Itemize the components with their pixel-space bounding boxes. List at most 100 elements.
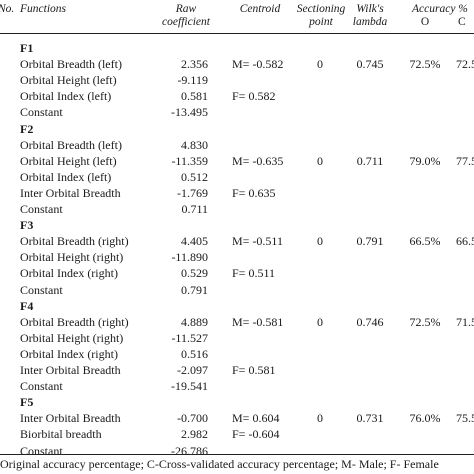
wilks-lambda-cell: 0.746 — [356, 314, 384, 329]
function-name-cell: Inter Orbital Breadth — [20, 411, 121, 426]
function-name-cell: Orbital Height (left) — [20, 73, 117, 88]
function-group-row: F1 — [0, 40, 474, 57]
raw-coefficient-cell: 4.830 — [181, 137, 208, 152]
function-name-cell: Constant — [20, 202, 63, 216]
function-name-cell: Orbital Height (right) — [20, 330, 124, 345]
function-group-label: F4 — [20, 298, 34, 313]
raw-coefficient-cell: 0.516 — [181, 346, 208, 361]
raw-coefficient-cell: -9.119 — [177, 73, 208, 88]
table-row: Orbital Index (left) 0.512 — [0, 169, 474, 186]
function-name-cell: Orbital Breadth (left) — [20, 137, 122, 152]
centroid-cell: M= -0.581 — [232, 314, 284, 329]
function-group-row: F5 — [0, 394, 474, 411]
accuracy-cross-validated-cell: 75.5 — [456, 411, 474, 426]
wilks-lambda-cell: 0.731 — [356, 411, 384, 426]
raw-coefficient-cell: -2.097 — [177, 363, 208, 377]
header-wilks-line1: Wilk's — [356, 3, 384, 15]
function-name-cell: Inter Orbital Breadth — [20, 363, 121, 377]
centroid-cell: M= -0.582 — [232, 57, 284, 72]
raw-coefficient-cell: -11.359 — [171, 153, 208, 168]
table-row: Constant -19.541 — [0, 378, 474, 395]
table-row: Inter Orbital Breadth -2.097 F= 0.581 — [0, 362, 474, 379]
function-group-label: F2 — [20, 121, 34, 136]
sectioning-point-cell: 0 — [317, 411, 323, 426]
header-accuracy: Accuracy % — [412, 3, 468, 15]
function-group-row: F4 — [0, 298, 474, 315]
header-centroid: Centroid — [239, 3, 281, 15]
centroid-cell: M= 0.604 — [232, 411, 280, 426]
sectioning-point-cell: 0 — [317, 153, 323, 168]
raw-coefficient-cell: -13.495 — [171, 105, 208, 120]
centroid-cell: F= 0.635 — [232, 185, 276, 200]
table-row: Orbital Height (left) -11.359 M= -0.635 0 0.… — [0, 153, 474, 170]
function-group-row: F3 — [0, 217, 474, 234]
raw-coefficient-cell: 4.889 — [181, 314, 208, 329]
sectioning-point-cell: 0 — [317, 57, 323, 72]
function-name-cell: Constant — [20, 282, 63, 297]
function-name-cell: Orbital Index (left) — [20, 89, 112, 104]
accuracy-original-cell: 76.0% — [409, 411, 441, 426]
centroid-cell: M= -0.635 — [232, 153, 284, 168]
function-name-cell: Biorbital breadth — [20, 427, 102, 442]
header-sectioning-line1: Sectioning — [296, 3, 346, 15]
header-accuracy-o: O — [420, 16, 430, 28]
table-row: Orbital Breadth (left) 4.830 — [0, 137, 474, 154]
table-row: Inter Orbital Breadth -0.700 M= 0.604 0 0.73… — [0, 410, 474, 427]
accuracy-original-cell: 72.5% — [409, 314, 441, 329]
raw-coefficient-cell: -19.541 — [171, 379, 208, 394]
function-name-cell: Orbital Index (left) — [20, 169, 112, 184]
table-row: Orbital Height (left) -9.119 — [0, 72, 474, 89]
accuracy-original-cell: 66.5% — [409, 234, 441, 249]
accuracy-cross-validated-cell: 71.5 — [456, 314, 474, 329]
table-row: Orbital Index (left) 0.581 F= 0.582 — [0, 88, 474, 105]
table-row: Orbital Index (right) 0.529 F= 0.511 — [0, 265, 474, 282]
function-name-cell: Orbital Height (right) — [20, 250, 124, 265]
table-row: Orbital Height (right) -11.527 — [0, 330, 474, 347]
function-group-label: F3 — [20, 218, 34, 233]
raw-coefficient-cell: -0.700 — [177, 411, 208, 426]
sectioning-point-cell: 0 — [317, 234, 323, 249]
header-accuracy-c: C — [458, 16, 466, 28]
raw-coefficient-cell: 0.529 — [181, 266, 208, 281]
accuracy-cross-validated-cell: 77.5 — [456, 153, 474, 168]
function-group-label: F1 — [20, 41, 34, 55]
centroid-cell: M= -0.511 — [232, 234, 283, 249]
raw-coefficient-cell: 2.356 — [181, 57, 208, 72]
function-name-cell: Orbital Index (right) — [20, 266, 118, 281]
function-name-cell: Orbital Height (left) — [20, 153, 117, 168]
raw-coefficient-cell: 0.711 — [181, 202, 208, 216]
function-name-cell: Constant — [20, 105, 63, 120]
sectioning-point-cell: 0 — [317, 314, 323, 329]
table-row: Orbital Breadth (right) 4.405 M= -0.511 0 0.… — [0, 233, 474, 250]
raw-coefficient-cell: 0.512 — [181, 169, 208, 184]
function-name-cell: Orbital Index (right) — [20, 346, 118, 361]
wilks-lambda-cell: 0.745 — [356, 57, 384, 72]
table-row: Constant 0.711 — [0, 201, 474, 218]
wilks-lambda-cell: 0.711 — [356, 153, 384, 168]
raw-coefficient-cell: -11.527 — [171, 330, 208, 345]
centroid-cell: F= 0.582 — [232, 89, 276, 104]
raw-coefficient-cell: 4.405 — [181, 234, 208, 249]
table-row: Inter Orbital Breadth -1.769 F= 0.635 — [0, 185, 474, 202]
accuracy-cross-validated-cell: 66.5 — [456, 234, 474, 249]
function-name-cell: Orbital Breadth (right) — [20, 234, 129, 249]
header-rule — [0, 33, 474, 34]
table-row: Biorbital breadth 2.982 F= -0.604 — [0, 426, 474, 443]
raw-coefficient-cell: -11.890 — [171, 250, 208, 265]
header-raw-coefficient-line2: coefficient — [162, 16, 210, 28]
centroid-cell: F= -0.604 — [232, 427, 280, 442]
raw-coefficient-cell: 0.791 — [181, 282, 208, 297]
function-name-cell: Orbital Breadth (right) — [20, 314, 129, 329]
accuracy-original-cell: 72.5% — [409, 57, 441, 72]
function-name-cell: Orbital Breadth (left) — [20, 57, 122, 72]
table-row: Orbital Height (right) -11.890 — [0, 249, 474, 266]
table-row: Orbital Breadth (right) 4.889 M= -0.581 0 0.… — [0, 314, 474, 331]
function-name-cell: Constant — [20, 379, 63, 394]
accuracy-original-cell: 79.0% — [409, 153, 441, 168]
bottom-rule — [0, 454, 474, 455]
header-raw-coefficient-line1: Raw — [175, 3, 197, 15]
table-row: Orbital Index (right) 0.516 — [0, 346, 474, 363]
raw-coefficient-cell: 0.581 — [181, 89, 208, 104]
header-wilks-line2: lambda — [352, 16, 388, 28]
